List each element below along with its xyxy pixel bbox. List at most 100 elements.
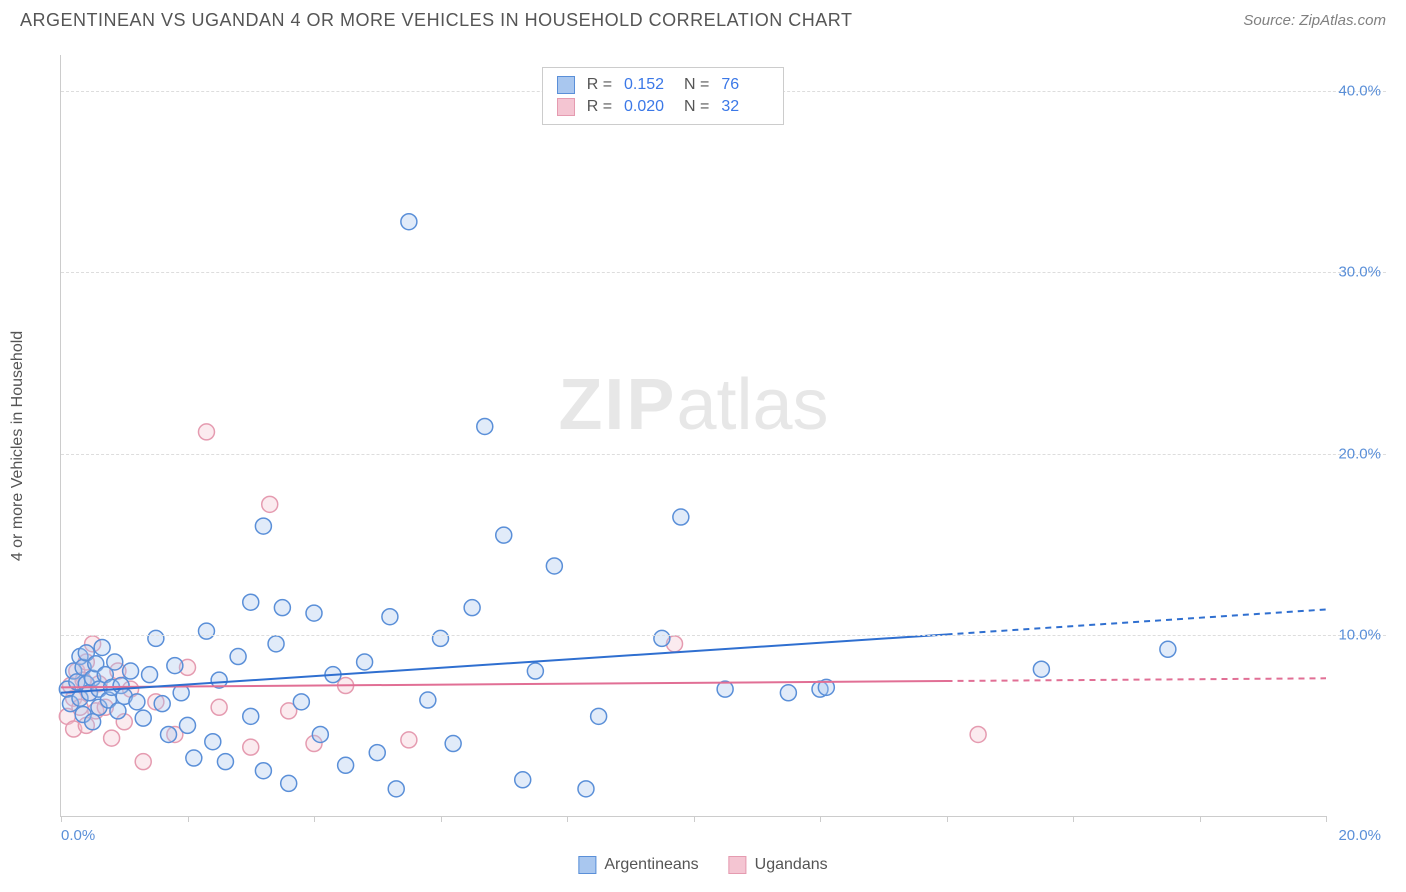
scatter-point-argentineans: [142, 667, 158, 683]
x-tick: [1200, 816, 1201, 822]
r-value-ugandans: 0.020: [624, 98, 672, 116]
x-tick: [1073, 816, 1074, 822]
source-attribution: Source: ZipAtlas.com: [1243, 12, 1386, 29]
scatter-point-argentineans: [382, 609, 398, 625]
stats-row-argentineans: R = 0.152 N = 76: [557, 74, 770, 96]
scatter-point-argentineans: [357, 654, 373, 670]
swatch-argentineans: [557, 76, 575, 94]
y-tick-label: 20.0%: [1338, 445, 1381, 462]
scatter-point-argentineans: [780, 685, 796, 701]
source-prefix: Source:: [1243, 12, 1299, 29]
gridline: [61, 272, 1386, 273]
r-label: R =: [587, 76, 612, 94]
scatter-point-argentineans: [293, 694, 309, 710]
scatter-point-argentineans: [167, 658, 183, 674]
y-axis-label: 4 or more Vehicles in Household: [9, 331, 27, 561]
x-tick-label: 0.0%: [61, 827, 95, 844]
x-tick: [1326, 816, 1327, 822]
scatter-point-argentineans: [673, 509, 689, 525]
scatter-point-argentineans: [85, 714, 101, 730]
scatter-point-ugandans: [211, 699, 227, 715]
scatter-point-argentineans: [1160, 641, 1176, 657]
r-label: R =: [587, 98, 612, 116]
gridline: [61, 635, 1386, 636]
scatter-point-argentineans: [401, 214, 417, 230]
trend-line-dashed-argentineans: [947, 609, 1327, 634]
scatter-point-ugandans: [104, 730, 120, 746]
scatter-point-argentineans: [338, 757, 354, 773]
scatter-point-argentineans: [243, 708, 259, 724]
scatter-point-argentineans: [527, 663, 543, 679]
scatter-point-argentineans: [107, 654, 123, 670]
scatter-point-argentineans: [464, 600, 480, 616]
scatter-point-argentineans: [94, 639, 110, 655]
y-tick-label: 30.0%: [1338, 264, 1381, 281]
x-tick-label: 20.0%: [1338, 827, 1381, 844]
scatter-point-argentineans: [129, 694, 145, 710]
scatter-point-argentineans: [515, 772, 531, 788]
scatter-point-argentineans: [306, 605, 322, 621]
scatter-point-argentineans: [445, 736, 461, 752]
correlation-stats-box: R = 0.152 N = 76 R = 0.020 N = 32: [542, 67, 785, 125]
chart-title: ARGENTINEAN VS UGANDAN 4 OR MORE VEHICLE…: [20, 10, 852, 31]
header-bar: ARGENTINEAN VS UGANDAN 4 OR MORE VEHICLE…: [0, 0, 1406, 36]
n-label: N =: [684, 98, 709, 116]
scatter-point-argentineans: [388, 781, 404, 797]
x-tick: [947, 816, 948, 822]
x-tick: [314, 816, 315, 822]
scatter-point-argentineans: [154, 696, 170, 712]
scatter-point-ugandans: [970, 726, 986, 742]
scatter-point-ugandans: [198, 424, 214, 440]
scatter-point-argentineans: [255, 763, 271, 779]
scatter-point-argentineans: [255, 518, 271, 534]
scatter-point-argentineans: [186, 750, 202, 766]
scatter-point-argentineans: [243, 594, 259, 610]
scatter-point-argentineans: [180, 717, 196, 733]
plot-area: R = 0.152 N = 76 R = 0.020 N = 32 ZIPatl…: [60, 55, 1326, 817]
scatter-point-ugandans: [135, 754, 151, 770]
n-value-argentineans: 76: [721, 76, 769, 94]
legend-label-argentineans: Argentineans: [604, 856, 698, 874]
scatter-point-argentineans: [591, 708, 607, 724]
trend-line-dashed-ugandans: [947, 678, 1327, 681]
y-tick-label: 10.0%: [1338, 626, 1381, 643]
n-label: N =: [684, 76, 709, 94]
scatter-point-argentineans: [433, 630, 449, 646]
x-tick: [567, 816, 568, 822]
scatter-point-argentineans: [217, 754, 233, 770]
scatter-point-argentineans: [161, 726, 177, 742]
scatter-point-argentineans: [578, 781, 594, 797]
scatter-point-argentineans: [198, 623, 214, 639]
scatter-point-argentineans: [110, 703, 126, 719]
stats-row-ugandans: R = 0.020 N = 32: [557, 96, 770, 118]
scatter-plot-svg: [61, 55, 1326, 816]
scatter-point-ugandans: [243, 739, 259, 755]
scatter-point-argentineans: [496, 527, 512, 543]
swatch-argentineans: [578, 856, 596, 874]
r-value-argentineans: 0.152: [624, 76, 672, 94]
swatch-ugandans: [557, 98, 575, 116]
n-value-ugandans: 32: [721, 98, 769, 116]
scatter-point-argentineans: [477, 418, 493, 434]
scatter-point-ugandans: [401, 732, 417, 748]
swatch-ugandans: [729, 856, 747, 874]
x-tick: [188, 816, 189, 822]
x-tick: [441, 816, 442, 822]
y-tick-label: 40.0%: [1338, 83, 1381, 100]
scatter-point-argentineans: [420, 692, 436, 708]
scatter-point-argentineans: [546, 558, 562, 574]
scatter-point-argentineans: [369, 745, 385, 761]
x-tick: [61, 816, 62, 822]
scatter-point-ugandans: [262, 496, 278, 512]
scatter-point-argentineans: [205, 734, 221, 750]
scatter-point-argentineans: [1033, 661, 1049, 677]
legend-item-ugandans: Ugandans: [729, 856, 828, 874]
scatter-point-argentineans: [654, 630, 670, 646]
series-legend: Argentineans Ugandans: [578, 856, 827, 874]
scatter-point-argentineans: [148, 630, 164, 646]
scatter-point-argentineans: [312, 726, 328, 742]
scatter-point-argentineans: [268, 636, 284, 652]
source-name: ZipAtlas.com: [1299, 12, 1386, 29]
x-tick: [820, 816, 821, 822]
x-tick: [694, 816, 695, 822]
